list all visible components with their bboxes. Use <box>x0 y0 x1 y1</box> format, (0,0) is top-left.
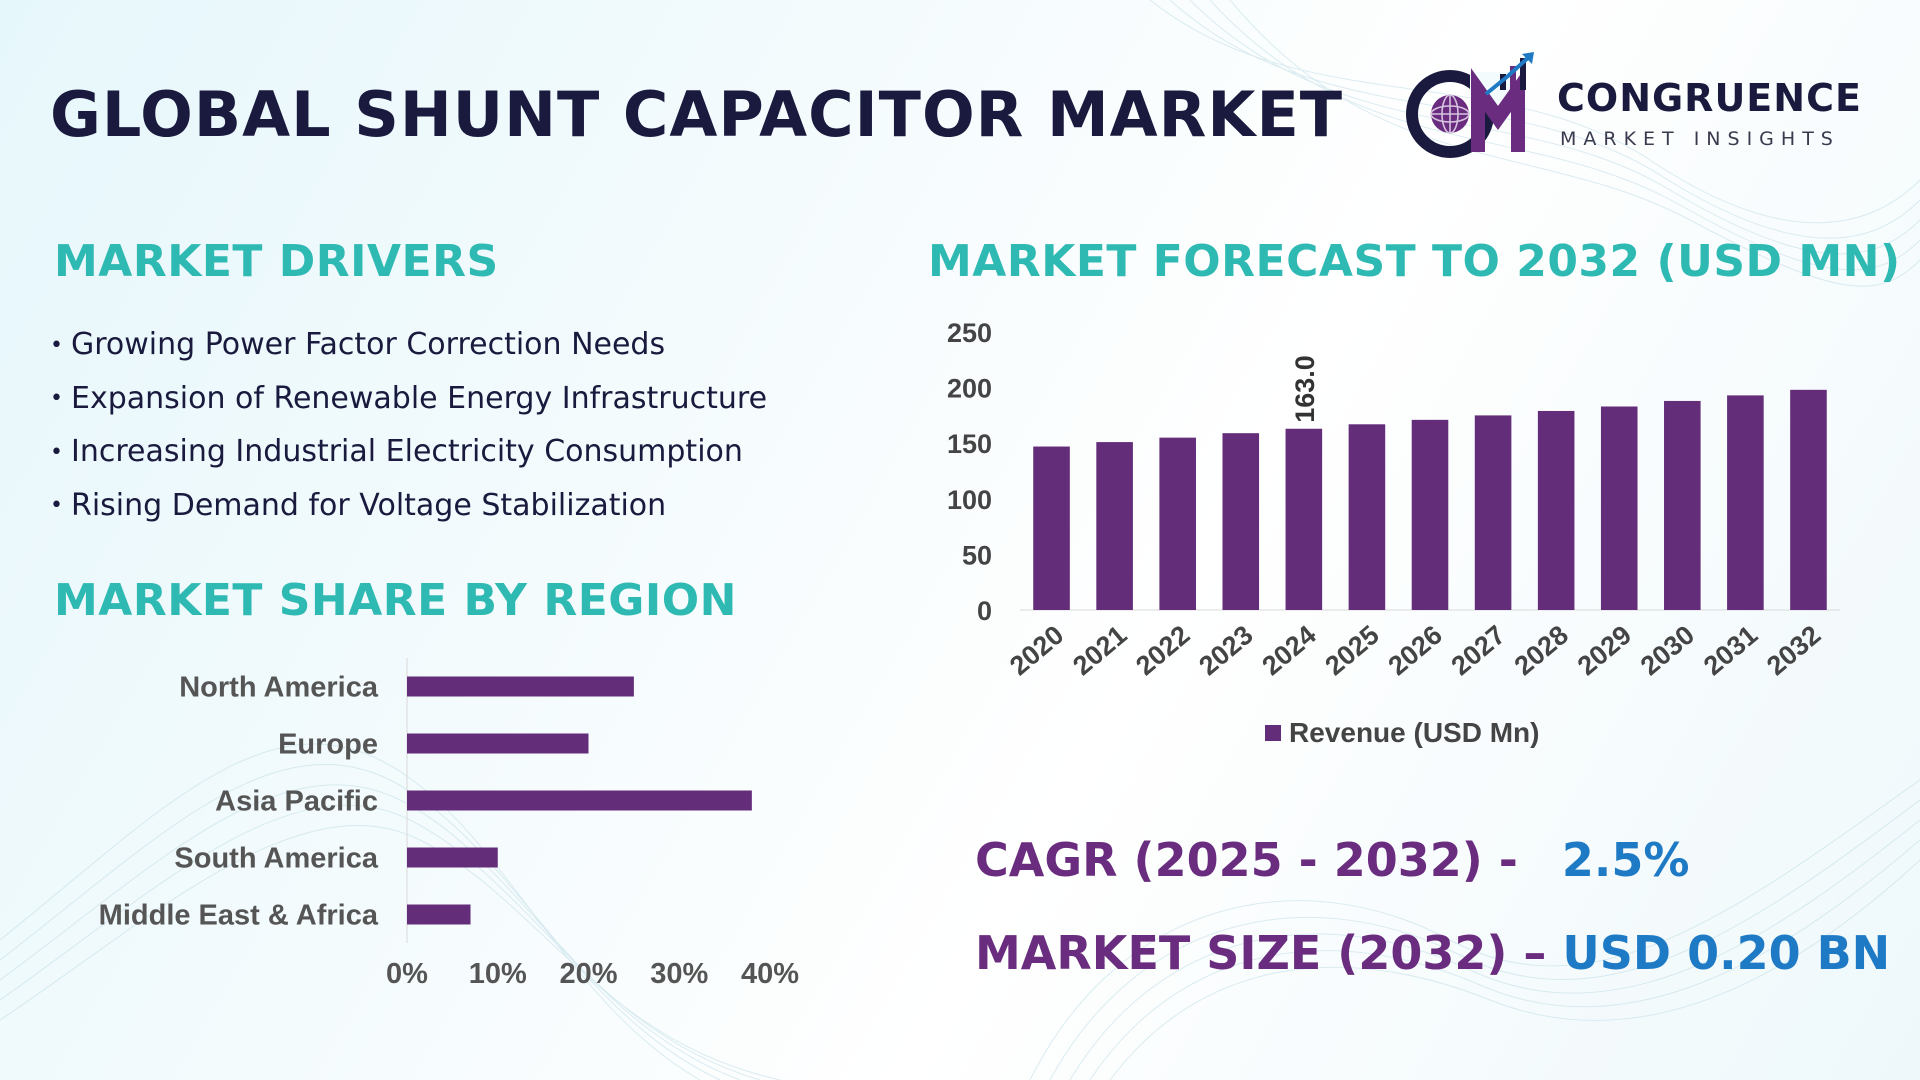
region-bar <box>407 790 752 811</box>
brand-logo: CONGRUENCE MARKET INSIGHTS <box>1400 52 1880 162</box>
market-size-value: USD 0.20 BN <box>1562 926 1891 980</box>
region-label: North America <box>179 672 379 704</box>
bullet-icon: • <box>50 332 63 358</box>
x-tick-label: 2020 <box>1004 620 1069 682</box>
driver-item: • Growing Power Factor Correction Needs <box>50 322 767 376</box>
bullet-icon: • <box>50 386 63 411</box>
y-tick-label: 0 <box>977 596 992 626</box>
x-tick-label: 2028 <box>1509 620 1574 682</box>
forecast-bar <box>1790 389 1827 610</box>
bullet-icon: • <box>50 439 63 465</box>
legend-swatch <box>1265 725 1281 741</box>
driver-text: Expansion of Renewable Energy Infrastruc… <box>70 380 768 416</box>
y-tick-label: 200 <box>947 374 992 404</box>
x-tick-label: 2025 <box>1319 620 1384 682</box>
legend-label: Revenue (USD Mn) <box>1289 717 1539 748</box>
x-tick-label: 2024 <box>1256 620 1321 682</box>
x-tick-label: 20% <box>559 958 617 990</box>
region-label: South America <box>174 843 378 875</box>
x-tick-label: 2026 <box>1383 620 1448 682</box>
x-tick-label: 2027 <box>1446 620 1511 682</box>
y-tick-label: 250 <box>947 318 992 348</box>
region-bar <box>407 733 589 754</box>
bar-data-label: 163.0 <box>1290 355 1320 423</box>
x-tick-label: 2023 <box>1193 620 1258 682</box>
x-tick-label: 10% <box>469 958 527 990</box>
bullet-icon: • <box>50 493 63 518</box>
driver-text: Rising Demand for Voltage Stabilization <box>70 487 667 523</box>
forecast-bar <box>1159 437 1196 610</box>
x-tick-label: 40% <box>741 958 799 990</box>
cagr-stat: CAGR (2025 - 2032) - 2.5% <box>975 833 1689 887</box>
page-title: GLOBAL SHUNT CAPACITOR MARKET <box>50 78 1344 151</box>
driver-item: • Rising Demand for Voltage Stabilization <box>50 483 767 537</box>
x-tick-label: 2030 <box>1635 620 1700 682</box>
y-tick-label: 50 <box>962 540 992 570</box>
drivers-list: • Growing Power Factor Correction Needs •… <box>50 322 767 536</box>
y-tick-label: 150 <box>947 429 992 459</box>
logo-name: CONGRUENCE <box>1557 76 1862 120</box>
x-tick-label: 2029 <box>1572 620 1637 682</box>
forecast-bar <box>1727 395 1764 610</box>
region-title: MARKET SHARE BY REGION <box>54 575 737 626</box>
forecast-bar <box>1474 415 1512 610</box>
forecast-bar <box>1348 424 1386 610</box>
driver-item: • Increasing Industrial Electricity Consu… <box>50 429 767 483</box>
forecast-bar <box>1033 446 1070 610</box>
market-size-stat: MARKET SIZE (2032) – USD 0.20 BN <box>975 926 1890 980</box>
forecast-bar <box>1096 442 1133 610</box>
cmi-globe-chart-logo-icon <box>1406 52 1534 158</box>
forecast-bar <box>1664 400 1701 610</box>
forecast-bar <box>1411 419 1449 610</box>
region-share-bar-chart: North America Europe Asia Pacific South Ame… <box>99 658 799 990</box>
x-tick-label: 0% <box>386 958 428 990</box>
forecast-title: MARKET FORECAST TO 2032 (USD MN) <box>928 236 1901 287</box>
x-tick-label: 2022 <box>1130 620 1195 682</box>
y-tick-label: 100 <box>947 485 992 515</box>
region-bar <box>407 847 498 868</box>
driver-text: Growing Power Factor Correction Needs <box>70 327 666 362</box>
forecast-bar-chart: 0501001502002502020202120222023202420252… <box>947 318 1840 748</box>
forecast-bar <box>1537 410 1575 610</box>
region-label: Europe <box>278 729 378 761</box>
logo-tagline: MARKET INSIGHTS <box>1560 128 1840 150</box>
region-bar <box>407 676 634 697</box>
driver-item: • Expansion of Renewable Energy Infrastru… <box>50 376 767 430</box>
drivers-title: MARKET DRIVERS <box>54 236 499 287</box>
x-tick-label: 2021 <box>1067 620 1132 682</box>
region-label: Asia Pacific <box>215 786 378 818</box>
x-tick-label: 30% <box>650 958 708 990</box>
forecast-bar <box>1600 406 1638 610</box>
driver-text: Increasing Industrial Electricity Consum… <box>70 434 743 469</box>
x-tick-label: 2031 <box>1698 620 1763 682</box>
cagr-value: 2.5% <box>1561 833 1690 887</box>
region-bar <box>407 904 471 925</box>
forecast-bar <box>1222 433 1260 610</box>
cagr-label: CAGR (2025 - 2032) - <box>975 833 1518 887</box>
forecast-bar <box>1285 428 1323 610</box>
x-tick-label: 2032 <box>1761 620 1826 682</box>
region-label: Middle East & Africa <box>99 900 379 932</box>
market-size-label: MARKET SIZE (2032) – <box>975 926 1547 980</box>
